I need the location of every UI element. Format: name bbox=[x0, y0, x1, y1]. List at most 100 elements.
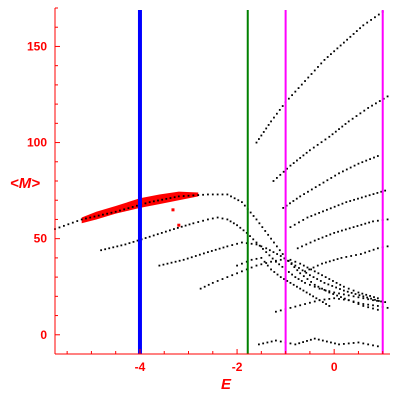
data-point bbox=[286, 280, 289, 282]
data-point bbox=[372, 248, 375, 251]
data-point bbox=[349, 200, 352, 202]
data-point bbox=[324, 276, 327, 279]
x-axis-label: E bbox=[221, 376, 232, 393]
data-point bbox=[264, 230, 267, 232]
data-point bbox=[250, 266, 253, 269]
data-point bbox=[262, 248, 264, 250]
data-point bbox=[307, 190, 309, 193]
data-point bbox=[281, 105, 284, 107]
data-point bbox=[349, 35, 352, 38]
data-point bbox=[178, 259, 181, 262]
data-point bbox=[362, 297, 365, 300]
data-point bbox=[273, 241, 275, 244]
data-point bbox=[357, 197, 359, 200]
data-point bbox=[67, 223, 70, 226]
data-point bbox=[325, 340, 328, 343]
data-point bbox=[120, 244, 123, 247]
data-point bbox=[339, 283, 342, 286]
data-point bbox=[362, 24, 365, 27]
data-point bbox=[358, 294, 361, 297]
data-point bbox=[341, 202, 344, 205]
data-point bbox=[368, 194, 371, 197]
data-point bbox=[136, 239, 139, 242]
data-point bbox=[314, 186, 317, 189]
data-point bbox=[352, 33, 355, 35]
data-point bbox=[290, 262, 293, 265]
data-point bbox=[268, 254, 271, 257]
data-point bbox=[359, 253, 362, 255]
data-point bbox=[296, 269, 299, 272]
data-point bbox=[110, 211, 113, 214]
data-point bbox=[304, 281, 306, 284]
data-point bbox=[298, 342, 301, 345]
data-point bbox=[321, 287, 323, 290]
data-point bbox=[338, 172, 340, 175]
data-point bbox=[344, 228, 347, 231]
data-point bbox=[229, 220, 232, 223]
data-point bbox=[366, 21, 369, 24]
y-tick-label: 150 bbox=[27, 39, 47, 53]
data-point bbox=[279, 173, 282, 176]
data-point bbox=[302, 289, 305, 292]
data-point bbox=[338, 343, 340, 346]
data-point bbox=[226, 245, 229, 248]
data-point bbox=[156, 233, 159, 236]
data-point bbox=[242, 229, 245, 232]
data-point bbox=[299, 157, 302, 159]
data-point bbox=[144, 237, 147, 239]
data-point bbox=[144, 202, 147, 205]
data-point bbox=[300, 280, 303, 282]
series-0 bbox=[54, 193, 379, 311]
data-point bbox=[276, 273, 279, 276]
data-point bbox=[318, 212, 321, 214]
data-point bbox=[364, 251, 367, 254]
data-point bbox=[365, 159, 368, 162]
data-point bbox=[328, 278, 331, 280]
data-point bbox=[161, 198, 164, 201]
data-point bbox=[320, 141, 323, 144]
data-point bbox=[291, 94, 293, 97]
data-point bbox=[335, 281, 338, 284]
data-point bbox=[336, 294, 338, 297]
data-point bbox=[343, 297, 346, 300]
data-point bbox=[357, 291, 360, 294]
data-point bbox=[352, 342, 355, 344]
data-point bbox=[236, 242, 238, 245]
data-point bbox=[279, 276, 282, 279]
data-point bbox=[347, 120, 350, 123]
data-point bbox=[197, 221, 200, 223]
data-point bbox=[317, 238, 320, 240]
data-point bbox=[365, 293, 368, 296]
data-point bbox=[301, 245, 303, 248]
data-point bbox=[231, 244, 234, 246]
data-point bbox=[231, 274, 234, 277]
data-point bbox=[357, 341, 360, 344]
data-point bbox=[263, 260, 266, 263]
data-point bbox=[384, 301, 387, 303]
data-point bbox=[282, 207, 285, 209]
data-point bbox=[265, 262, 268, 264]
data-point bbox=[89, 216, 92, 219]
data-point bbox=[278, 249, 281, 252]
data-point bbox=[294, 260, 297, 263]
data-point bbox=[192, 194, 195, 197]
data-point bbox=[322, 181, 325, 184]
data-point bbox=[260, 134, 263, 137]
data-point bbox=[293, 223, 296, 226]
data-point bbox=[369, 295, 371, 297]
data-point bbox=[296, 285, 298, 288]
data-point bbox=[310, 188, 313, 191]
data-point bbox=[184, 224, 187, 227]
data-point bbox=[367, 343, 370, 346]
data-point bbox=[166, 262, 169, 265]
data-point bbox=[306, 278, 309, 280]
data-point bbox=[312, 276, 315, 279]
data-point bbox=[362, 305, 365, 307]
data-point bbox=[328, 298, 331, 300]
data-point bbox=[218, 247, 221, 250]
data-point bbox=[338, 292, 340, 295]
data-point bbox=[372, 304, 374, 307]
data-point bbox=[355, 115, 358, 117]
data-point bbox=[334, 130, 337, 133]
data-point bbox=[265, 127, 268, 130]
